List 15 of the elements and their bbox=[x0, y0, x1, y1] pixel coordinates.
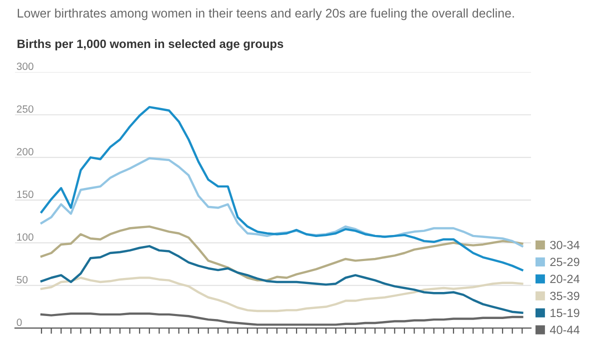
legend-label: 15-19 bbox=[550, 308, 580, 318]
y-tick-label: 300 bbox=[16, 62, 34, 70]
y-tick-label: 100 bbox=[17, 233, 34, 241]
legend-label: 20-24 bbox=[550, 274, 580, 284]
y-tick-label: 150 bbox=[17, 190, 34, 198]
legend-label: 25-29 bbox=[550, 258, 580, 266]
legend-label: 30-34 bbox=[550, 240, 580, 250]
y-axis-title: Births per 1,000 women in selected age groups bbox=[18, 39, 284, 50]
y-tick-label: 250 bbox=[16, 105, 34, 113]
chart-subtitle: Lower birthrates among women in their teens and early 20s are fueling the overall decline. bbox=[18, 8, 514, 20]
y-tick-label: 0 bbox=[16, 318, 22, 326]
y-tick-label: 200 bbox=[16, 148, 34, 156]
y-tick-label: 50 bbox=[16, 276, 28, 284]
legend-label: 35-39 bbox=[550, 292, 580, 300]
legend-label: 40-44 bbox=[550, 326, 580, 334]
